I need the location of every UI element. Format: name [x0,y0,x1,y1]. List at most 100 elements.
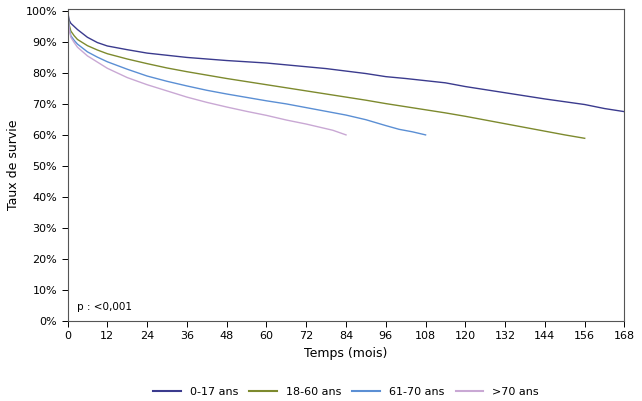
>70 ans [223,105,230,109]
0-17 ans [422,78,429,83]
18-60 ans [65,22,73,27]
>70 ans [203,100,211,105]
0-17 ans [67,21,74,26]
>70 ans [83,53,91,58]
0-17 ans [282,63,290,67]
61-70 ans [263,98,270,103]
>70 ans [302,122,310,126]
61-70 ans [163,79,171,84]
18-60 ans [67,29,74,34]
0-17 ans [83,35,91,40]
0-17 ans [143,51,151,55]
18-60 ans [302,89,310,93]
0-17 ans [71,24,78,29]
18-60 ans [143,61,151,66]
61-70 ans [243,95,250,100]
>70 ans [163,89,171,93]
61-70 ans [83,49,91,54]
18-60 ans [282,85,290,90]
18-60 ans [183,69,191,74]
Y-axis label: Taux de survie: Taux de survie [7,120,20,211]
61-70 ans [71,38,78,43]
>70 ans [143,82,151,87]
>70 ans [263,113,270,118]
18-60 ans [462,114,469,119]
18-60 ans [541,129,549,134]
18-60 ans [83,43,91,48]
>70 ans [71,40,78,45]
X-axis label: Temps (mois): Temps (mois) [304,347,388,360]
0-17 ans [64,8,71,13]
61-70 ans [74,42,82,47]
61-70 ans [223,91,230,96]
0-17 ans [65,18,73,23]
0-17 ans [501,90,509,95]
18-60 ans [362,98,370,103]
>70 ans [243,109,250,114]
18-60 ans [123,57,131,61]
0-17 ans [601,106,609,111]
61-70 ans [65,26,73,30]
18-60 ans [71,33,78,38]
Line: 0-17 ans: 0-17 ans [67,11,625,111]
61-70 ans [395,127,403,132]
Text: p : <0,001: p : <0,001 [78,302,132,312]
>70 ans [329,128,336,133]
0-17 ans [402,76,410,81]
0-17 ans [541,97,549,101]
0-17 ans [442,81,449,85]
18-60 ans [422,107,429,112]
>70 ans [74,45,82,50]
61-70 ans [123,67,131,72]
0-17 ans [74,27,82,32]
61-70 ans [203,88,211,93]
61-70 ans [408,130,416,134]
18-60 ans [482,117,489,122]
61-70 ans [143,74,151,79]
>70 ans [64,8,71,13]
61-70 ans [94,55,101,59]
0-17 ans [621,109,629,114]
>70 ans [316,125,324,130]
18-60 ans [442,111,449,115]
>70 ans [103,66,111,71]
18-60 ans [74,37,82,42]
>70 ans [183,95,191,99]
Legend: 0-17 ans, 18-60 ans, 61-70 ans, >70 ans: 0-17 ans, 18-60 ans, 61-70 ans, >70 ans [149,383,543,401]
>70 ans [67,35,74,40]
18-60 ans [203,73,211,77]
18-60 ans [322,91,330,96]
0-17 ans [263,61,270,65]
18-60 ans [94,48,101,53]
0-17 ans [342,69,350,73]
18-60 ans [163,65,171,70]
0-17 ans [382,74,390,79]
>70 ans [65,27,73,32]
0-17 ans [203,57,211,61]
0-17 ans [183,55,191,60]
0-17 ans [94,40,101,45]
61-70 ans [282,101,290,106]
18-60 ans [263,82,270,87]
18-60 ans [64,8,71,13]
0-17 ans [103,44,111,49]
0-17 ans [223,58,230,63]
>70 ans [123,75,131,80]
Line: 61-70 ans: 61-70 ans [67,11,426,135]
61-70 ans [302,105,310,110]
0-17 ans [243,59,250,64]
18-60 ans [223,76,230,81]
>70 ans [282,117,290,122]
>70 ans [94,60,101,65]
18-60 ans [342,95,350,99]
61-70 ans [103,59,111,64]
61-70 ans [322,109,330,114]
18-60 ans [501,122,509,126]
61-70 ans [342,113,350,117]
0-17 ans [462,84,469,89]
Line: 18-60 ans: 18-60 ans [67,11,585,138]
>70 ans [342,132,350,137]
61-70 ans [422,132,429,137]
61-70 ans [382,123,390,128]
0-17 ans [163,53,171,58]
